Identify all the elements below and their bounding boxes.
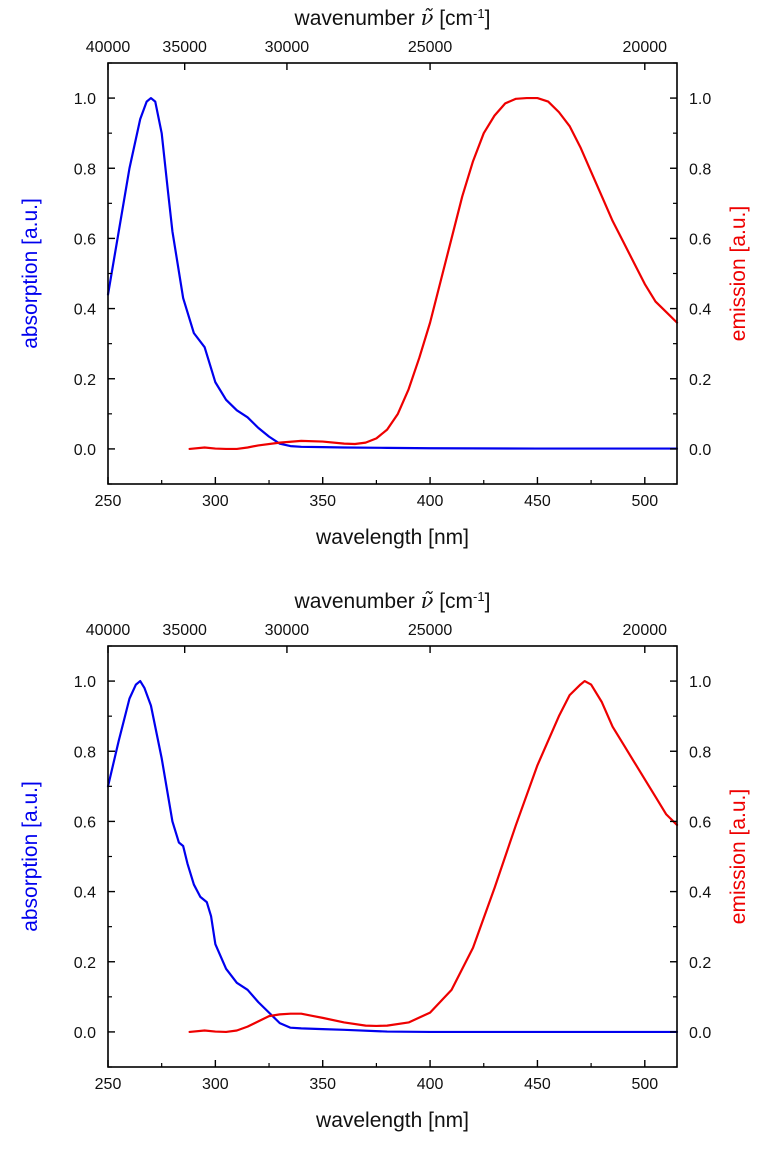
x-tick-label: 500 <box>631 1076 658 1093</box>
top-axis-title: wavenumber ν̃ [cm-1] <box>294 6 491 31</box>
top-tick-label: 35000 <box>162 622 207 639</box>
y-right-tick-label: 0.0 <box>689 442 711 459</box>
top-tick-label: 35000 <box>162 39 207 56</box>
y-right-axis-title: emission [a.u.] <box>727 206 750 341</box>
y-right-tick-label: 0.0 <box>689 1025 711 1042</box>
y-right-axis-title: emission [a.u.] <box>727 789 750 924</box>
y-right-tick-label: 0.8 <box>689 161 711 178</box>
y-right-tick-label: 0.4 <box>689 885 711 902</box>
absorption-series-line <box>106 96 679 450</box>
y-left-tick-label: 0.8 <box>74 744 96 761</box>
top-tick-label: 20000 <box>623 622 668 639</box>
y-right-tick-label: 0.8 <box>689 744 711 761</box>
y-right-tick-label: 0.2 <box>689 955 711 972</box>
y-right-tick-label: 1.0 <box>689 674 711 691</box>
y-left-tick-label: 0.6 <box>74 231 96 248</box>
top-tick-label: 40000 <box>86 622 131 639</box>
x-axis-title: wavelength [nm] <box>315 1109 469 1132</box>
y-left-tick-label: 1.0 <box>74 91 96 108</box>
top-tick-label: 25000 <box>408 622 453 639</box>
plot-frame <box>107 645 678 1068</box>
x-tick-label: 500 <box>631 493 658 510</box>
y-left-tick-label: 0.8 <box>74 161 96 178</box>
y-right-tick-label: 0.6 <box>689 231 711 248</box>
x-tick-label: 250 <box>95 1076 122 1093</box>
y-left-tick-label: 0.0 <box>74 442 96 459</box>
y-left-axis-title: absorption [a.u.] <box>19 198 42 349</box>
top-tick-label: 25000 <box>408 39 453 56</box>
spectrum-chart-top: 250 300 350 400 450 500 40000 35000 30000 25000 20… <box>0 0 765 582</box>
y-left-tick-label: 0.2 <box>74 955 96 972</box>
y-left-tick-label: 0.4 <box>74 885 96 902</box>
x-tick-label: 350 <box>309 1076 336 1093</box>
x-tick-label: 400 <box>417 493 444 510</box>
x-tick-label: 450 <box>524 493 551 510</box>
y-right-tick-label: 0.2 <box>689 372 711 389</box>
x-tick-label: 250 <box>95 493 122 510</box>
y-right-tick-label: 0.4 <box>689 302 711 319</box>
y-left-tick-label: 0.2 <box>74 372 96 389</box>
x-tick-label: 300 <box>202 1076 229 1093</box>
x-tick-label: 350 <box>309 493 336 510</box>
x-tick-label: 450 <box>524 1076 551 1093</box>
x-tick-label: 400 <box>417 1076 444 1093</box>
y-left-axis-title: absorption [a.u.] <box>19 781 42 932</box>
y-left-tick-label: 0.0 <box>74 1025 96 1042</box>
x-axis-title: wavelength [nm] <box>315 526 469 549</box>
top-axis-title: wavenumber ν̃ [cm-1] <box>294 589 491 614</box>
top-tick-label: 30000 <box>265 622 310 639</box>
chart-svg: 250 300 350 400 450 500 40000 35000 30000 25000 20… <box>19 589 750 1133</box>
y-left-tick-label: 0.6 <box>74 814 96 831</box>
x-tick-label: 300 <box>202 493 229 510</box>
y-left-tick-label: 1.0 <box>74 674 96 691</box>
absorption-series-line <box>106 679 679 1034</box>
y-right-tick-label: 1.0 <box>689 91 711 108</box>
y-left-tick-label: 0.4 <box>74 302 96 319</box>
emission-series-line <box>188 679 679 1034</box>
top-tick-label: 20000 <box>623 39 668 56</box>
top-tick-label: 30000 <box>265 39 310 56</box>
emission-series-line <box>188 96 679 451</box>
chart-svg: 250 300 350 400 450 500 40000 35000 30000 25000 20… <box>19 6 750 550</box>
y-right-tick-label: 0.6 <box>689 814 711 831</box>
spectrum-chart-bottom: 250 300 350 400 450 500 40000 35000 30000 25000 20… <box>0 583 765 1165</box>
top-tick-label: 40000 <box>86 39 131 56</box>
